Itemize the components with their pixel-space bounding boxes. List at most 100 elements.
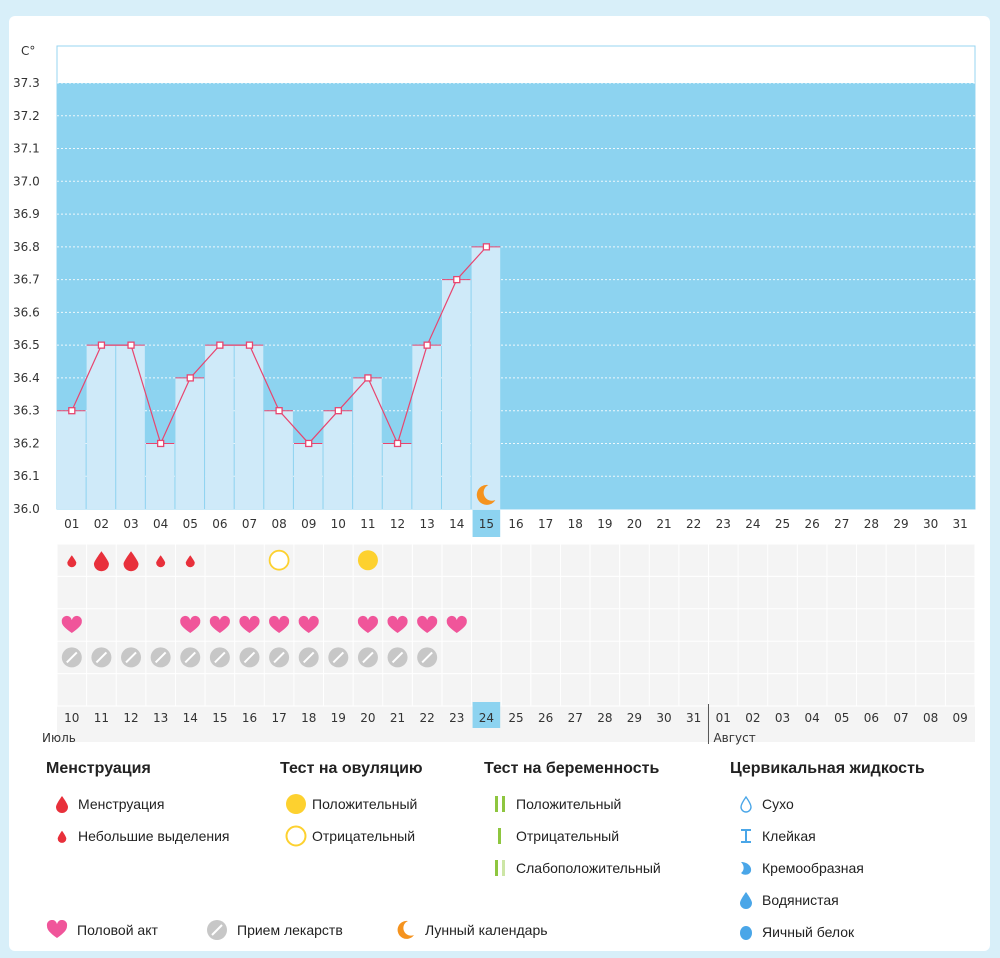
legend-item-label: Небольшие выделения — [78, 828, 230, 844]
cycle-day-label: 14 — [449, 517, 464, 531]
legend-item-label: Прием лекарств — [237, 922, 343, 938]
temperature-point — [482, 243, 491, 251]
calendar-date-label: 20 — [360, 711, 375, 725]
legend-item-label: Отрицательный — [516, 828, 620, 844]
calendar-date-label: 18 — [301, 711, 316, 725]
calendar-date-label: 03 — [775, 711, 790, 725]
y-tick-label: 37.2 — [13, 109, 40, 123]
pill-stripe — [95, 651, 108, 664]
legend-item-label: Положительный — [312, 796, 418, 812]
calendar-date-label: 19 — [331, 711, 346, 725]
month-label: Август — [713, 731, 755, 745]
temperature-point — [127, 341, 135, 349]
pill-stripe — [66, 651, 78, 664]
calendar-date-label: 25 — [508, 711, 523, 725]
temperature-bar — [57, 410, 86, 509]
heart-icon — [239, 615, 260, 633]
temperature-bar — [205, 345, 234, 509]
calendar-date-label: 04 — [804, 711, 819, 725]
heart-icon — [357, 615, 379, 633]
calendar-date-label: 09 — [953, 711, 968, 725]
calendar-date-label: 31 — [686, 711, 701, 725]
month-label: Июль — [42, 731, 76, 745]
temperature-bar — [116, 345, 145, 509]
temperature-bar — [471, 246, 501, 509]
y-tick-label: 36.6 — [13, 305, 40, 319]
y-tick-label: 36.0 — [13, 502, 40, 516]
pill-icon — [201, 919, 233, 941]
legend-item-label: Водянистая — [762, 892, 839, 908]
cycle-day-label: 10 — [331, 517, 346, 531]
calendar-date-label: 11 — [94, 711, 109, 725]
cycle-day-label: 08 — [271, 517, 286, 531]
calendar-date-label: 22 — [420, 711, 435, 725]
y-tick-label: 37.0 — [13, 174, 40, 188]
temperature-point — [68, 407, 76, 415]
blood-drop-icon — [46, 795, 78, 813]
legend-item-label: Сухо — [762, 796, 794, 812]
pill-stripe — [391, 651, 404, 664]
heart-icon — [180, 615, 201, 633]
temperature-point — [423, 341, 431, 349]
calendar-date-label: 24 — [479, 711, 494, 725]
legend-item-label: Менструация — [78, 796, 165, 812]
moon-icon — [476, 484, 496, 505]
legend-item-label: Лунный календарь — [425, 922, 548, 938]
calendar-date-label: 13 — [153, 711, 168, 725]
cycle-day-label: 02 — [94, 517, 109, 531]
calendar-date-label: 30 — [656, 711, 671, 725]
temperature-bar — [293, 443, 323, 509]
legend-item: Сухо — [730, 788, 925, 820]
legend-ovulation-title: Тест на овуляцию — [280, 760, 423, 777]
legend-item-label: Слабоположительный — [516, 860, 661, 876]
filled-circle-icon — [357, 550, 378, 571]
cycle-day-label: 18 — [568, 517, 583, 531]
cycle-day-label: 25 — [775, 517, 790, 531]
cycle-day-label: 03 — [123, 517, 138, 531]
temperature-bar — [86, 345, 116, 509]
small-blood-drop-icon — [185, 555, 195, 568]
watery-drop-icon — [730, 891, 762, 909]
y-tick-label: 36.4 — [13, 371, 40, 385]
pill-stripe — [303, 651, 315, 664]
calendar-date-label: 26 — [538, 711, 553, 725]
calendar-date-label: 17 — [271, 711, 286, 725]
temperature-point — [305, 439, 313, 448]
temperature-point — [216, 341, 224, 349]
legend-item: Прием лекарств — [201, 914, 389, 946]
small-blood-drop-icon — [67, 555, 77, 568]
temperature-point — [245, 341, 254, 349]
heart-icon — [446, 615, 467, 633]
legend-menstruation: Менструация Менструация Небольшие выделе… — [46, 760, 230, 852]
cycle-day-label: 31 — [953, 517, 968, 531]
y-tick-label: 36.2 — [13, 436, 40, 450]
temperature-bar — [353, 377, 382, 509]
one-line-icon — [484, 827, 516, 845]
cycle-day-label: 12 — [390, 517, 405, 531]
legend-cervical: Цервикальная жидкость Сухо Клейкая Кремо… — [730, 760, 925, 948]
temperature-point — [186, 374, 194, 382]
calendar-date-label: 02 — [745, 711, 760, 725]
y-tick-label: 36.5 — [13, 338, 40, 352]
cycle-day-label: 07 — [242, 517, 257, 531]
y-tick-label: 36.7 — [13, 273, 40, 287]
legend-ovulation: Тест на овуляцию Положительный Отрицател… — [280, 760, 423, 852]
legend-item: Небольшие выделения — [46, 820, 230, 852]
temperature-point — [453, 275, 461, 284]
calendar-date-label: 14 — [183, 711, 198, 725]
legend-cervical-title: Цервикальная жидкость — [730, 760, 925, 777]
cycle-day-label: 01 — [64, 517, 79, 531]
legend-item: Яичный белок — [730, 916, 925, 948]
temperature-bar — [412, 345, 441, 509]
heart-icon — [417, 615, 438, 633]
dry-drop-icon — [730, 795, 762, 813]
cycle-day-label: 11 — [360, 517, 375, 531]
cycle-day-label: 09 — [301, 517, 316, 531]
legend-item: Менструация — [46, 788, 230, 820]
calendar-date-label: 06 — [864, 711, 879, 725]
cycle-day-label: 04 — [153, 517, 168, 531]
legend-item: Отрицательный — [280, 820, 423, 852]
cycle-day-label: 30 — [923, 517, 938, 531]
legend-item: Слабоположительный — [484, 852, 661, 884]
legend-item: Положительный — [280, 788, 423, 820]
